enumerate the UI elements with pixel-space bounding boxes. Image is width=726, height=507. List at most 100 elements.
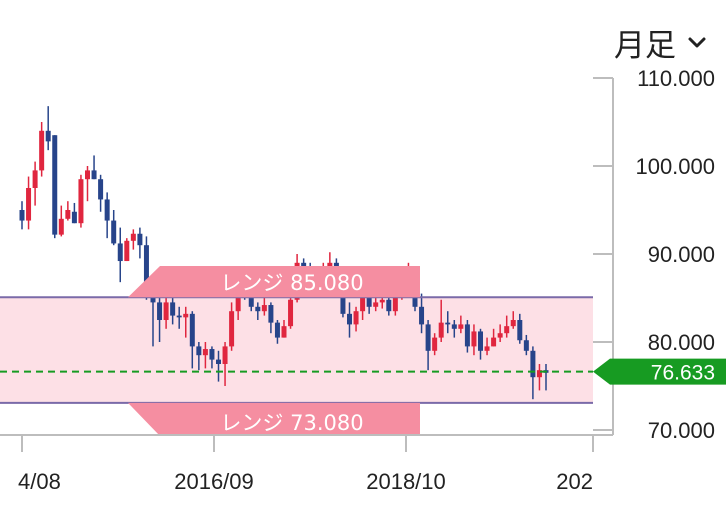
candle	[438, 299, 444, 342]
candle	[85, 166, 90, 202]
candle-body	[176, 315, 182, 318]
candle-body	[98, 179, 104, 200]
candle-body	[504, 326, 510, 334]
candle	[39, 122, 45, 177]
candle-body	[117, 243, 123, 262]
candle	[432, 333, 438, 356]
candle-body	[288, 299, 294, 327]
candle	[216, 350, 221, 382]
candle	[157, 293, 163, 342]
candle-body	[111, 220, 117, 244]
candle-body	[78, 179, 84, 224]
candle-body	[91, 170, 97, 180]
candle-body	[471, 331, 477, 347]
candle-body	[255, 306, 261, 312]
candle	[19, 201, 25, 230]
candle	[478, 328, 483, 360]
candle-body	[216, 359, 221, 364]
range-lower-label: レンジ 73.080	[128, 402, 420, 436]
candle-body	[419, 306, 425, 325]
range-lower-label-text: レンジ 73.080	[220, 411, 363, 435]
current-price-text: 76.633	[651, 362, 715, 385]
candle	[209, 346, 215, 369]
candle	[32, 161, 38, 206]
candle	[419, 293, 425, 334]
y-tick-label: 90.000	[648, 242, 715, 267]
candle-body	[445, 322, 451, 325]
candle	[425, 320, 431, 371]
period-selector-button[interactable]: 月足	[614, 20, 708, 64]
candle-body	[491, 337, 497, 347]
y-tick-label: 100.000	[635, 154, 715, 179]
x-tick-label: 2018/10	[366, 469, 446, 494]
candle-body	[130, 233, 136, 241]
y-tick-label: 70.000	[648, 418, 715, 443]
x-tick-label: 2016/09	[174, 469, 254, 494]
candle-body	[379, 299, 385, 303]
candle-body	[248, 293, 254, 307]
range-upper-label-text: レンジ 85.080	[220, 271, 363, 295]
candle-body	[373, 302, 379, 307]
x-tick-label: 202	[556, 469, 593, 494]
current-price-tag: 76.633	[593, 358, 726, 385]
candle-body	[360, 298, 366, 312]
candle-body	[432, 337, 438, 351]
candle	[458, 315, 464, 334]
period-label: 月足	[614, 27, 676, 64]
candle-body	[268, 305, 274, 323]
candle-body	[386, 299, 392, 312]
candle	[445, 311, 451, 334]
candle	[202, 342, 208, 369]
candle	[137, 227, 143, 259]
candle	[98, 174, 104, 212]
x-axis: 4/08 2016/09 2018/10 202	[18, 435, 594, 494]
candle	[517, 313, 523, 344]
candle-body	[464, 324, 470, 347]
candle-body	[32, 170, 38, 188]
chevron-down-icon	[688, 37, 706, 48]
candle-body	[39, 130, 45, 171]
candle-body	[366, 298, 372, 307]
candle-body	[170, 302, 176, 316]
candle	[523, 334, 529, 356]
candle-body	[157, 302, 163, 320]
candle	[530, 346, 536, 400]
candle	[58, 205, 64, 237]
candle	[268, 302, 274, 334]
candle-body	[26, 188, 32, 221]
candle-body	[478, 331, 483, 351]
candle	[117, 227, 123, 283]
candle	[78, 174, 84, 228]
candle	[170, 293, 176, 325]
y-axis: 110.000 100.000 90.000 80.000 70.000	[593, 66, 715, 443]
candle-body	[85, 170, 90, 180]
candle	[281, 320, 287, 338]
candle	[91, 155, 97, 180]
candle	[288, 293, 294, 329]
candle-body	[71, 211, 77, 224]
candle	[347, 302, 352, 338]
y-tick-label: 80.000	[648, 330, 715, 355]
range-band	[0, 297, 593, 403]
candle-body	[261, 305, 267, 312]
candle-body	[58, 218, 64, 235]
candle	[261, 298, 267, 316]
candle	[71, 202, 77, 224]
candle-body	[235, 289, 241, 312]
candle-body	[510, 320, 516, 327]
candle	[451, 320, 457, 338]
candle	[183, 306, 189, 338]
candle	[510, 311, 516, 329]
candle-body	[104, 199, 110, 221]
candle	[65, 201, 71, 221]
candle	[104, 192, 110, 239]
candle-body	[124, 240, 130, 262]
candle	[52, 135, 58, 239]
candle-body	[229, 311, 235, 347]
candle-body	[163, 302, 169, 320]
candle-body	[45, 130, 51, 142]
candle	[222, 342, 228, 386]
candle	[536, 364, 542, 391]
candle	[491, 328, 497, 347]
